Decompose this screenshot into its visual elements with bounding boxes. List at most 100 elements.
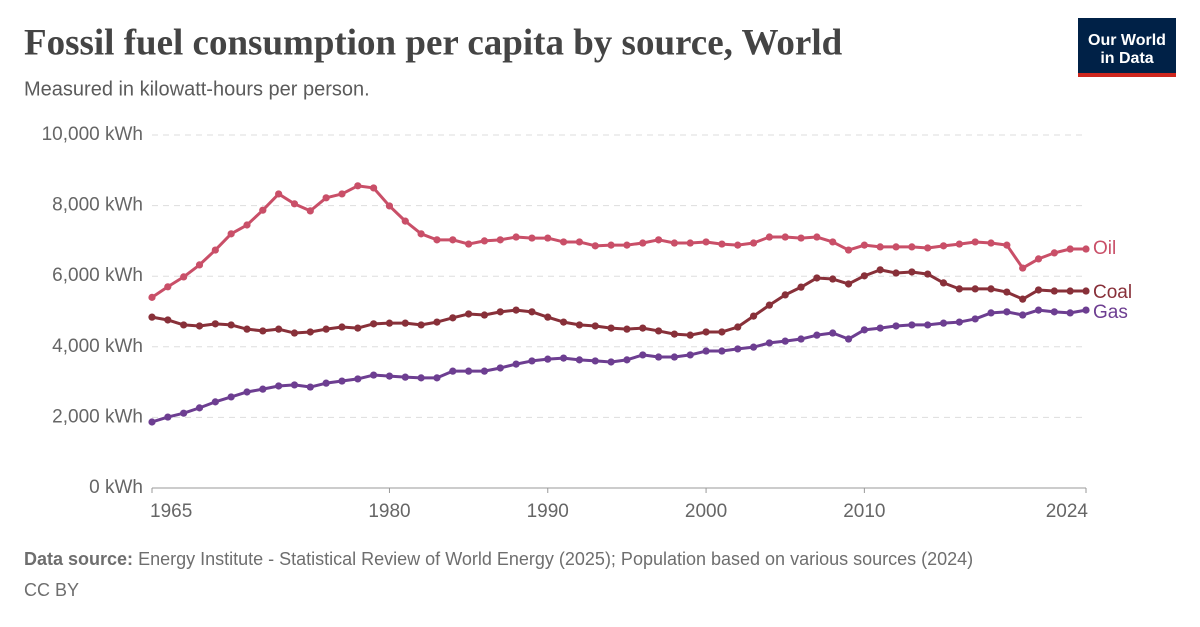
data-point [449,314,457,322]
data-point [924,244,932,252]
data-point [480,367,489,375]
data-point [955,240,963,248]
data-point [227,230,235,238]
data-point [148,313,156,321]
data-point [195,322,204,330]
series-label: Coal [1093,282,1132,303]
data-point [686,331,694,339]
y-tick-label: 4,000 kWh [52,336,143,357]
data-point [338,377,346,385]
data-point [306,328,314,336]
source-note: Data source: Energy Institute - Statisti… [24,549,973,569]
data-point [1066,287,1074,295]
logo[interactable]: Our World in Data [1078,18,1176,77]
data-point [987,309,995,317]
data-point [433,318,441,326]
data-point [528,234,536,242]
data-point [876,324,884,332]
data-point [734,345,742,353]
data-point [544,355,552,363]
data-point [971,238,979,246]
data-point [338,323,346,331]
data-point [385,319,394,327]
logo-bar [1078,73,1176,77]
data-point [211,246,219,254]
data-point [306,207,314,215]
y-tick-label: 10,000 kWh [42,124,143,145]
data-point [354,324,362,332]
data-point [718,240,726,248]
data-point [892,269,900,277]
data-point [1082,245,1090,253]
data-point [623,241,631,249]
data-point [465,367,473,375]
data-point [401,217,409,225]
data-point [971,315,979,323]
data-point [844,335,853,343]
license: CC BY [24,580,79,600]
data-point [639,239,647,247]
data-point [496,308,504,316]
data-point [718,347,726,355]
data-point [417,321,425,329]
data-point [211,320,219,328]
data-point [465,240,473,248]
data-point [385,372,394,380]
data-point [496,364,504,372]
data-point [575,321,584,329]
data-point [1034,306,1043,314]
data-point [892,243,900,251]
data-point [686,351,694,359]
data-point [370,320,378,328]
data-point [670,330,679,338]
data-point [623,356,631,364]
data-point [670,353,679,361]
data-point [654,327,663,335]
data-point [686,239,694,247]
data-point [1019,264,1027,272]
data-point [211,398,219,406]
data-point [290,329,299,337]
data-point [702,328,710,336]
data-point [290,381,299,389]
data-point [528,308,536,316]
data-point [591,357,599,365]
data-point [195,261,204,269]
data-point [544,234,552,242]
data-point [417,374,425,382]
data-point [1066,309,1074,317]
data-point [559,238,568,246]
data-point [1003,308,1011,316]
data-point [829,238,837,246]
data-point [908,321,916,329]
data-point [243,221,251,229]
data-point [734,323,742,331]
chart-subtitle: Measured in kilowatt-hours per person. [24,78,370,100]
source-text: Energy Institute - Statistical Review of… [138,549,973,569]
data-point [955,318,963,326]
data-point [892,322,900,330]
logo-text: Our World [1088,32,1166,49]
data-point [512,233,520,241]
data-point [180,273,188,281]
data-point [939,319,948,327]
data-point [1066,245,1074,253]
data-point [227,321,235,329]
data-point [401,373,409,381]
data-point [734,241,742,249]
data-point [322,325,330,333]
y-tick-label: 2,000 kWh [52,406,143,427]
data-point [987,239,995,247]
data-point [1034,255,1043,263]
data-point [243,325,251,333]
data-point [654,353,663,361]
data-point [639,351,647,359]
x-tick-label: 1980 [368,501,410,522]
data-point [401,319,409,327]
data-point [607,241,615,249]
data-point [781,291,789,299]
data-point [623,325,631,333]
data-point [338,190,346,198]
data-point [275,325,283,333]
data-point [908,268,916,276]
